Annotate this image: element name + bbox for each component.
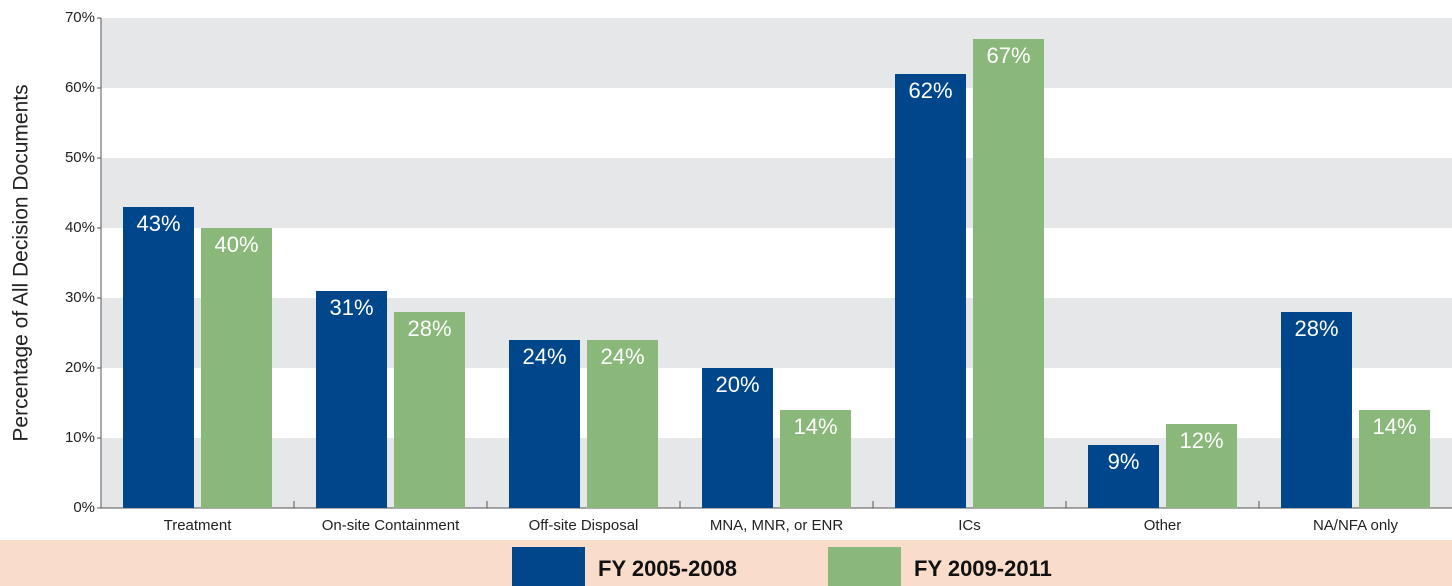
bar	[587, 340, 658, 508]
value-label: 20%	[715, 372, 759, 397]
bar	[780, 410, 851, 508]
legend-label: FY 2005-2008	[598, 556, 737, 581]
bar	[509, 340, 580, 508]
bar	[123, 207, 194, 508]
y-tick-label: 50%	[65, 149, 95, 166]
x-tick-label: Treatment	[164, 517, 233, 534]
grid-band	[101, 438, 1452, 508]
x-tick-label: MNA, MNR, or ENR	[710, 517, 844, 534]
value-label: 31%	[329, 295, 373, 320]
value-label: 14%	[793, 414, 837, 439]
bar	[316, 291, 387, 508]
legend-swatch	[512, 547, 585, 586]
y-tick-label: 30%	[65, 289, 95, 306]
value-label: 12%	[1179, 428, 1223, 453]
bar	[1166, 424, 1237, 508]
y-tick-label: 0%	[73, 499, 95, 516]
bar	[1359, 410, 1430, 508]
value-label: 24%	[600, 344, 644, 369]
legend-label: FY 2009-2011	[914, 556, 1052, 581]
bar	[895, 74, 966, 508]
x-tick-label: Other	[1144, 517, 1182, 534]
x-tick-label: ICs	[958, 517, 981, 534]
value-label: 14%	[1372, 414, 1416, 439]
bar	[394, 312, 465, 508]
grid-band	[101, 158, 1452, 228]
value-label: 62%	[908, 78, 952, 103]
grid-band	[101, 18, 1452, 88]
y-tick-label: 70%	[65, 9, 95, 26]
legend-swatch	[828, 547, 901, 586]
x-tick-label: Off-site Disposal	[529, 517, 639, 534]
value-label: 24%	[522, 344, 566, 369]
y-tick-label: 20%	[65, 359, 95, 376]
x-tick-label: NA/NFA only	[1313, 517, 1399, 534]
value-label: 43%	[136, 211, 180, 236]
value-label: 67%	[986, 43, 1030, 68]
bar	[1281, 312, 1352, 508]
bar	[201, 228, 272, 508]
y-tick-label: 10%	[65, 429, 95, 446]
value-label: 28%	[407, 316, 451, 341]
grid-band	[101, 298, 1452, 368]
x-tick-label: On-site Containment	[322, 517, 460, 534]
value-label: 9%	[1108, 449, 1140, 474]
value-label: 28%	[1294, 316, 1338, 341]
y-tick-label: 40%	[65, 219, 95, 236]
legend-band	[0, 540, 1452, 586]
value-label: 40%	[214, 232, 258, 257]
bar	[702, 368, 773, 508]
y-axis-label: Percentage of All Decision Documents	[10, 84, 33, 441]
y-tick-label: 60%	[65, 79, 95, 96]
bar	[1088, 445, 1159, 508]
bar	[973, 39, 1044, 508]
